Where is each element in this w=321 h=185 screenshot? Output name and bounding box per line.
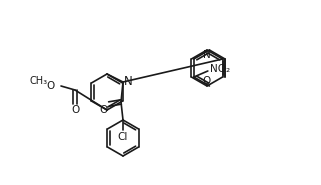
Text: Cl: Cl [118, 132, 128, 142]
Text: CH₃: CH₃ [30, 76, 48, 86]
Text: NO₂: NO₂ [210, 64, 230, 74]
Text: O: O [203, 76, 211, 86]
Text: O: O [99, 105, 107, 115]
Text: O: O [46, 81, 54, 91]
Text: N: N [124, 75, 132, 88]
Text: N: N [203, 50, 211, 60]
Text: O: O [71, 105, 79, 115]
